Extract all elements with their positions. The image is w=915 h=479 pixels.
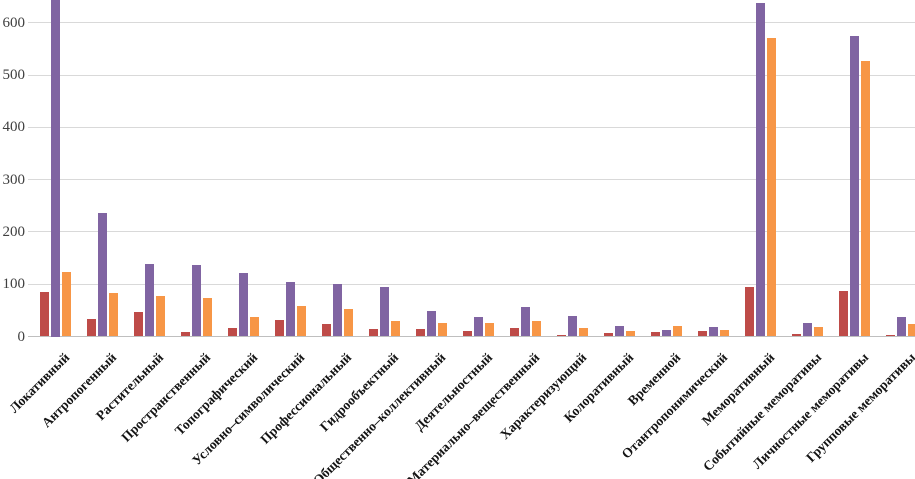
- y-axis-tick-label: 200: [2, 223, 26, 240]
- bar-series-purple: [332, 283, 342, 337]
- bar-series-red: [321, 324, 331, 337]
- bar-series-purple: [896, 316, 906, 337]
- gridline: [28, 179, 915, 181]
- bar-series-red: [227, 328, 237, 337]
- gridline: [28, 283, 915, 285]
- bar-series-orange: [625, 330, 635, 337]
- bar-series-purple: [285, 282, 295, 337]
- bar-series-purple: [50, 0, 60, 337]
- bar-series-red: [650, 332, 660, 337]
- y-axis-tick-label: 0: [17, 328, 26, 345]
- bar-series-purple: [473, 317, 483, 337]
- y-axis-tick-label: 300: [2, 171, 26, 188]
- bar-series-orange: [155, 296, 165, 337]
- bar-series-purple: [802, 323, 812, 337]
- bar-series-red: [415, 328, 425, 337]
- bar-series-purple: [849, 35, 859, 337]
- bar-series-orange: [719, 329, 729, 337]
- y-axis-tick-label: 600: [2, 14, 26, 31]
- bar-series-red: [86, 318, 96, 337]
- bar-series-purple: [567, 316, 577, 337]
- bar-series-purple: [755, 3, 765, 337]
- bar-series-red: [509, 327, 519, 337]
- bar-series-red: [462, 331, 472, 337]
- bar-series-red: [274, 319, 284, 337]
- bar-series-orange: [108, 293, 118, 337]
- bar-series-orange: [860, 61, 870, 337]
- bar-series-purple: [426, 311, 436, 337]
- bar-series-red: [180, 332, 190, 337]
- bar-series-orange: [484, 323, 494, 337]
- bar-series-red: [39, 292, 49, 337]
- y-axis-tick-label: 100: [2, 276, 26, 293]
- bar-series-red: [697, 331, 707, 337]
- gridline: [28, 22, 915, 24]
- gridline: [28, 126, 915, 128]
- bar-series-orange: [672, 326, 682, 337]
- bar-series-orange: [907, 324, 915, 337]
- bar-series-red: [838, 291, 848, 337]
- bar-series-orange: [249, 316, 259, 337]
- bar-series-purple: [238, 272, 248, 337]
- bar-series-red: [791, 334, 801, 337]
- bar-series-purple: [144, 263, 154, 337]
- y-axis-tick-label: 400: [2, 119, 26, 136]
- bar-series-red: [556, 334, 566, 337]
- bar-series-red: [368, 329, 378, 337]
- gridline: [28, 231, 915, 233]
- bar-series-purple: [661, 329, 671, 337]
- bar-series-red: [744, 286, 754, 337]
- bar-series-red: [603, 332, 613, 337]
- bar-series-orange: [390, 321, 400, 337]
- x-axis-line: [28, 336, 915, 337]
- bar-series-orange: [202, 297, 212, 337]
- bar-series-orange: [531, 321, 541, 337]
- y-axis-tick-label: 500: [2, 67, 26, 84]
- bar-series-purple: [614, 326, 624, 337]
- bar-series-orange: [296, 305, 306, 337]
- bar-series-orange: [61, 271, 71, 337]
- bar-series-orange: [766, 38, 776, 337]
- bar-series-orange: [437, 322, 447, 337]
- bar-series-purple: [97, 213, 107, 337]
- bar-series-purple: [191, 264, 201, 337]
- gridline: [28, 74, 915, 76]
- bar-series-orange: [813, 326, 823, 337]
- bar-series-red: [885, 334, 895, 337]
- bar-series-purple: [708, 327, 718, 337]
- bar-series-purple: [379, 287, 389, 337]
- bar-series-orange: [343, 309, 353, 337]
- bar-series-red: [133, 311, 143, 337]
- bar-series-purple: [520, 306, 530, 337]
- bar-series-orange: [578, 328, 588, 337]
